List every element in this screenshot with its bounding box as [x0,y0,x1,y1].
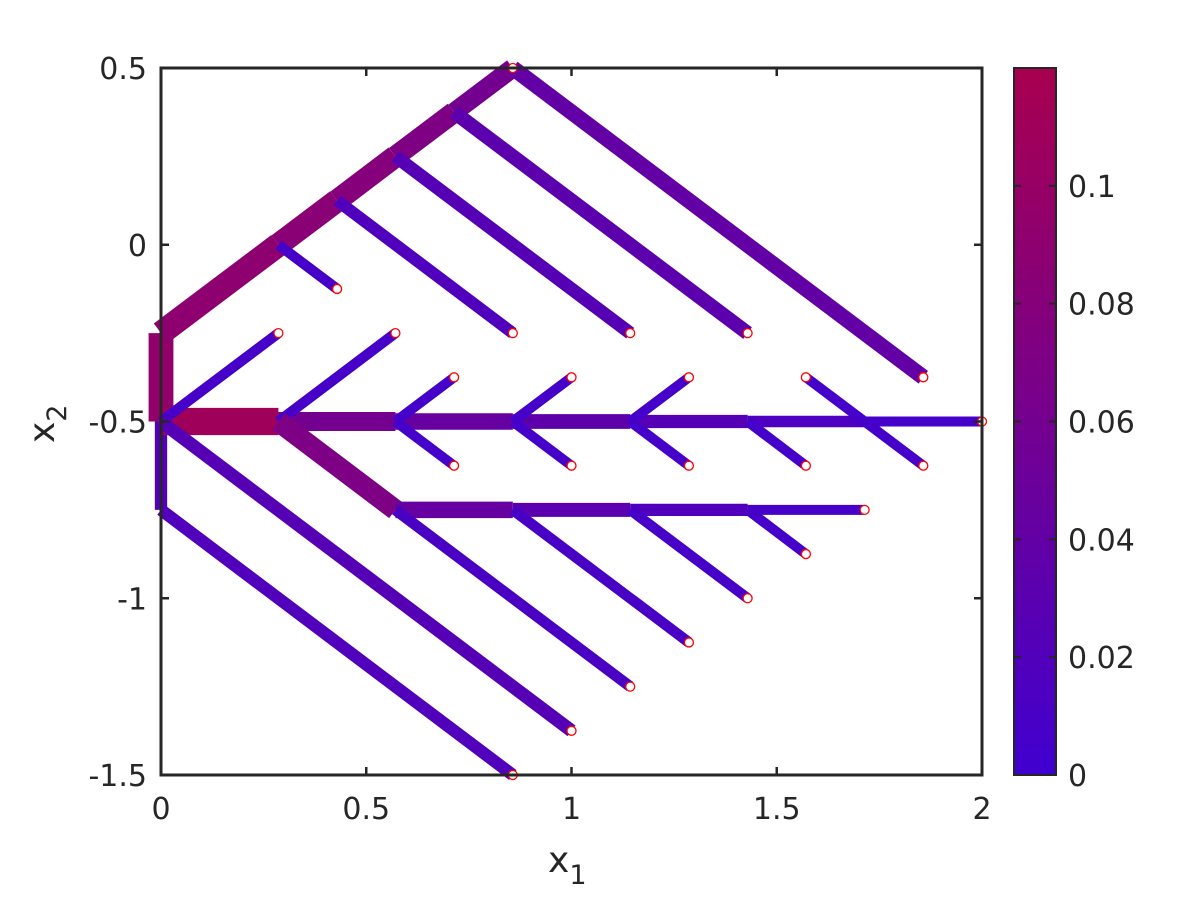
flow-segment [157,504,517,780]
flow-segment [391,151,635,339]
endpoint-marker [800,460,812,471]
flow-segment [275,240,341,294]
endpoint-marker [742,327,753,339]
flow-segment [627,417,692,470]
flow-segment [392,373,458,426]
endpoint-markers [273,62,988,781]
flow-segment [271,191,345,255]
flow-segment [744,505,809,559]
y-axis-ticks: 0.5 0 -0.5 -1 -1.5 [88,52,982,794]
flow-segment [627,505,751,603]
x-tick-label: 1.5 [753,792,801,827]
endpoint-marker [448,460,460,471]
endpoint-marker [683,637,695,648]
colorbar-ticks: 0 0.02 0.04 0.06 0.08 0.1 [1014,170,1135,794]
x-axis-label: x1 [548,840,587,891]
y-tick-label: -1.5 [88,759,147,794]
x-axis-ticks: 0 0.5 1 1.5 2 [151,68,992,827]
x-tick-label: 1 [562,792,581,827]
endpoint-marker [390,327,401,339]
flow-segment [744,417,809,470]
y-tick-label: 0.5 [99,52,147,87]
endpoint-marker [566,725,577,736]
flow-segment [448,60,519,120]
flow-segment [157,328,282,426]
flow-segment [392,505,634,692]
flow-segment [153,235,286,343]
flow-segment [802,373,927,470]
endpoint-marker [859,504,870,516]
x-tick-label: 0 [151,792,170,827]
endpoint-marker [566,372,577,383]
flow-segment [627,373,692,426]
flow-segment [275,329,399,426]
flow-segment [333,195,517,338]
colorbar-tick-label: 0.1 [1068,170,1116,205]
endpoint-marker [507,327,518,339]
endpoint-marker [273,327,284,339]
flow-segment [509,505,693,647]
y-axis-label: x2 [22,405,73,444]
flow-segment [508,61,929,384]
colorbar-tick-label: 0.06 [1068,406,1135,441]
endpoint-marker [683,372,695,383]
y-tick-label: -0.5 [88,406,147,441]
flow-segment [272,413,402,519]
endpoint-marker [918,460,929,471]
flow-segments [148,60,982,780]
x-tick-label: 0.5 [342,792,390,827]
y-tick-label: -1 [117,582,147,617]
endpoint-marker [918,372,929,383]
colorbar-tick-label: 0 [1068,759,1087,794]
flow-segment [509,417,575,470]
endpoint-marker [625,327,636,339]
endpoint-marker [800,548,812,560]
endpoint-marker [625,681,636,692]
endpoint-marker [448,372,460,383]
flow-segment [392,417,458,470]
y-tick-label: 0 [128,229,147,264]
x-tick-label: 2 [972,792,991,827]
endpoint-marker [331,283,343,295]
flow-segment [157,416,576,737]
endpoint-marker [566,460,577,471]
colorbar-tick-label: 0.08 [1068,288,1135,323]
endpoint-marker [742,593,753,604]
colorbar-tick-label: 0.02 [1068,641,1135,676]
flow-segment [330,147,403,210]
endpoint-marker [683,460,695,471]
flow-segment [449,106,752,339]
flow-segment [509,373,575,426]
flow-segment [389,103,461,165]
colorbar-tick-label: 0.04 [1068,523,1135,558]
endpoint-marker [800,372,812,383]
